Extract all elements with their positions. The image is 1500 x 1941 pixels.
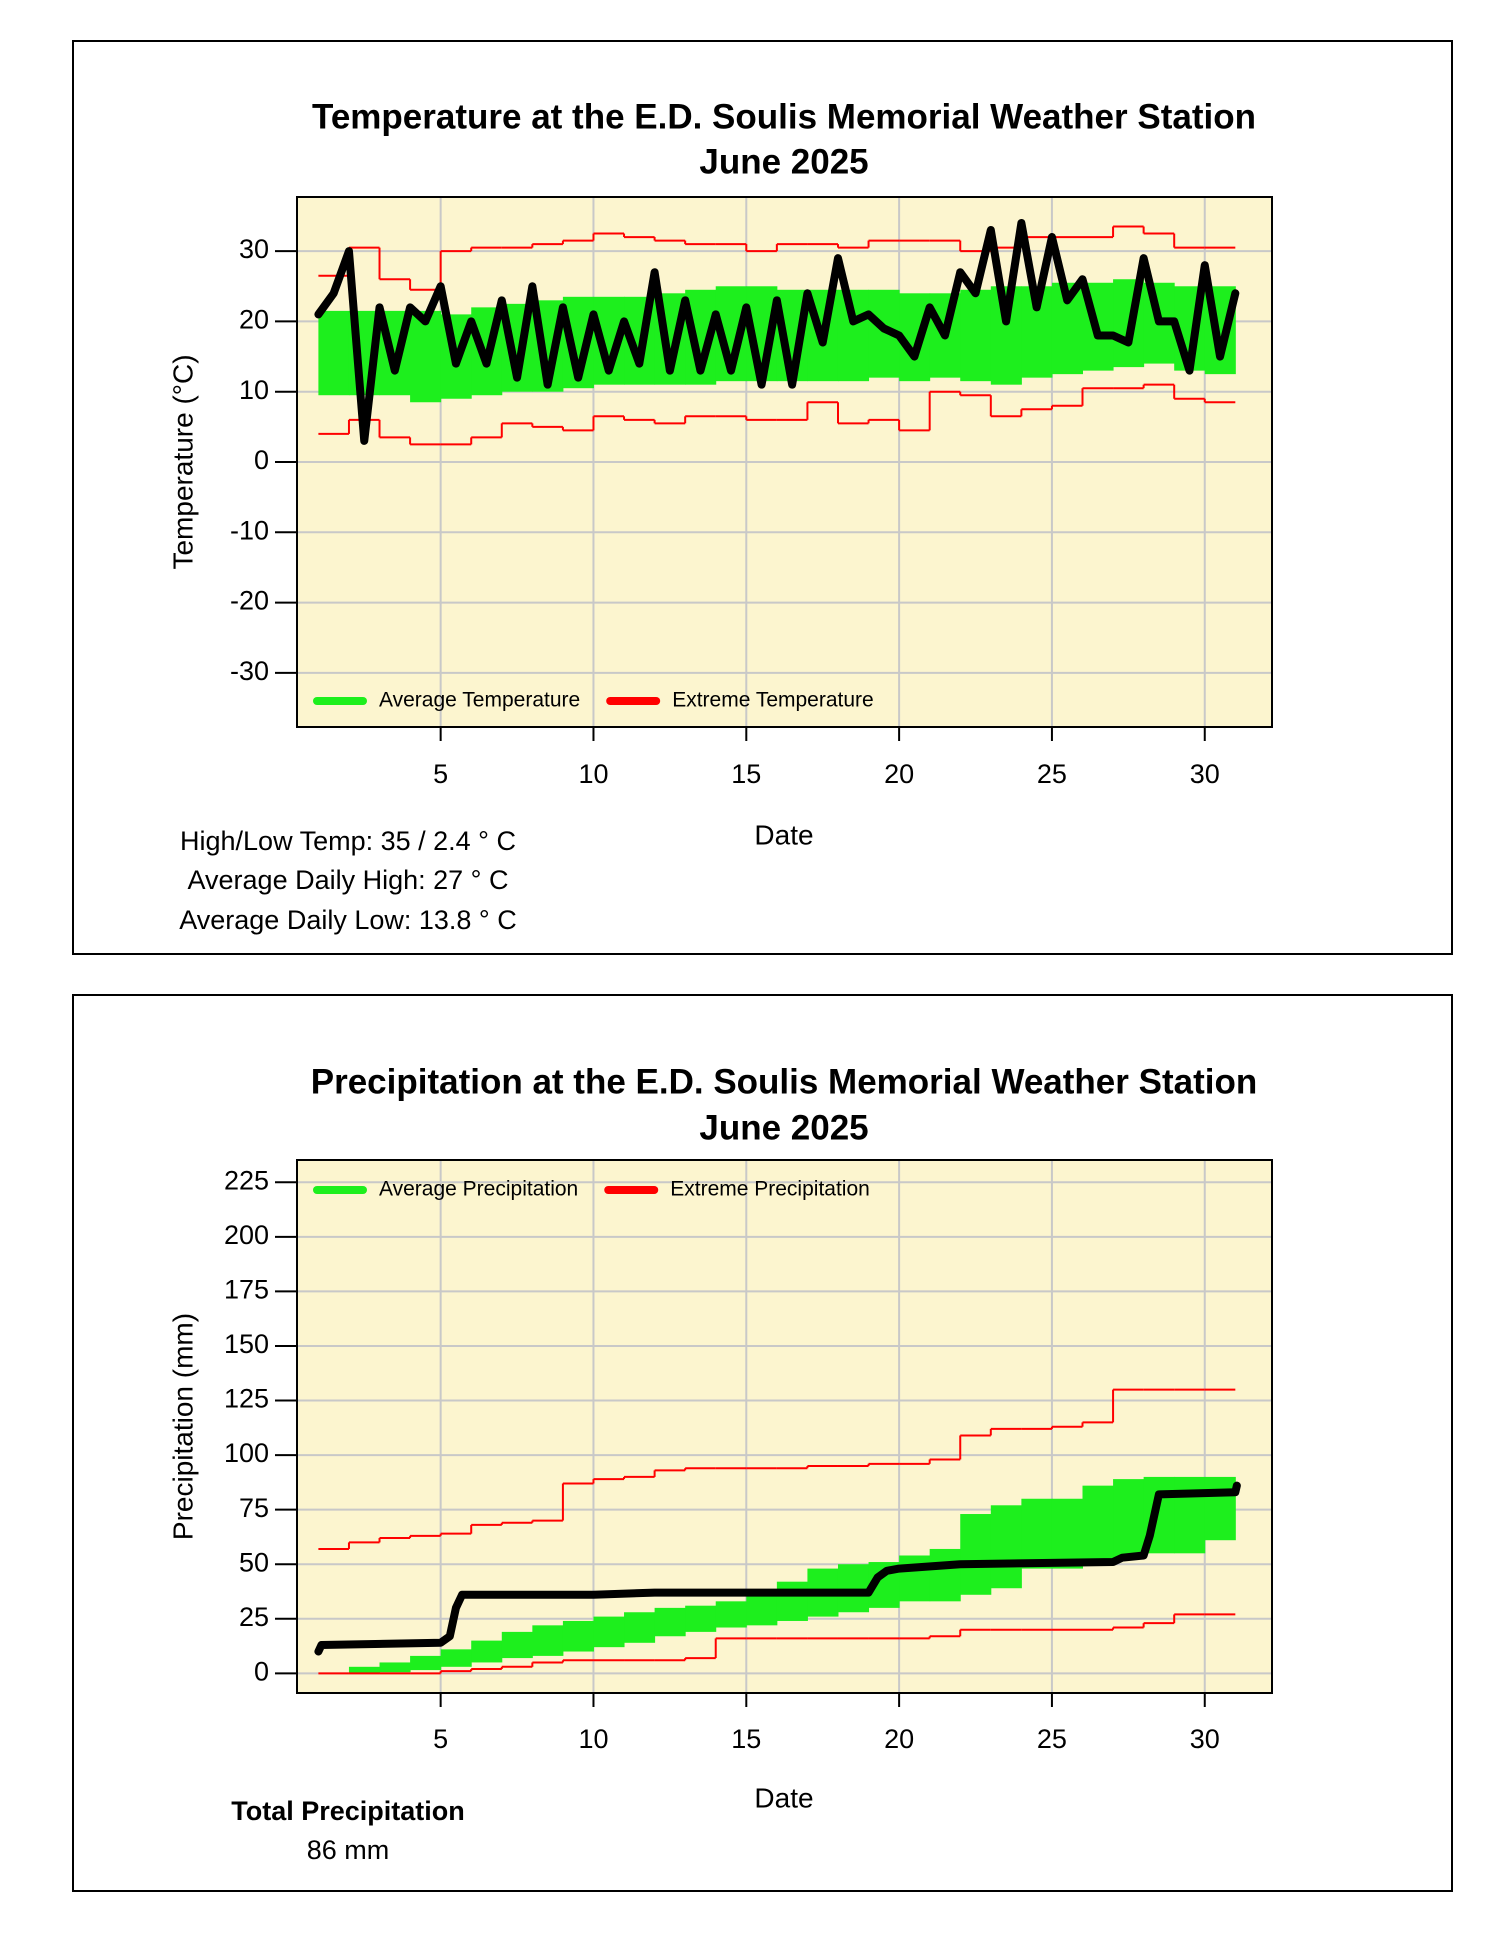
- x-tick-label: 15: [731, 759, 761, 789]
- band-segment: [532, 1625, 564, 1656]
- chart-subtitle: June 2025: [699, 142, 868, 181]
- data-line: [314, 219, 1240, 445]
- band-segment: [410, 1655, 442, 1671]
- plot-border: [296, 196, 1273, 728]
- chart-title: Temperature at the E.D. Soulis Memorial …: [312, 97, 1256, 136]
- y-tick-label: 30: [239, 234, 269, 264]
- band-segment: [1051, 1498, 1084, 1569]
- y-tick-label: 10: [239, 375, 269, 405]
- band-segment: [837, 289, 870, 382]
- band-segment: [776, 1581, 808, 1621]
- x-tick-label: 30: [1190, 1724, 1220, 1754]
- band-segment: [654, 1607, 686, 1637]
- y-tick-label: -30: [230, 656, 269, 686]
- band-segment: [929, 1548, 961, 1602]
- band-segment: [410, 310, 442, 403]
- chart-title: Precipitation at the E.D. Soulis Memoria…: [311, 1062, 1257, 1101]
- plot-content: [297, 1160, 1272, 1693]
- x-tick-label: 30: [1190, 759, 1220, 789]
- band-segment: [440, 1649, 472, 1667]
- chart-subtitle: June 2025: [699, 1108, 868, 1147]
- note: 86 mm: [307, 1835, 390, 1865]
- y-tick-label: 0: [254, 1656, 269, 1686]
- band-segment: [837, 1564, 870, 1613]
- legend-label: Average Precipitation: [379, 1178, 578, 1201]
- x-tick-label: 20: [884, 1724, 914, 1754]
- band-segment: [348, 1666, 381, 1674]
- note-title: Total Precipitation: [231, 1796, 465, 1826]
- band-segment: [318, 310, 350, 396]
- note: Average Daily High: 27 ° C: [188, 865, 509, 895]
- band-segment: [960, 1514, 992, 1595]
- legend-label: Average Temperature: [379, 689, 580, 712]
- y-tick-label: 225: [224, 1165, 269, 1195]
- plot-content: [297, 197, 1272, 727]
- note: Average Daily Low: 13.8 ° C: [179, 905, 516, 935]
- band-segment: [1204, 1476, 1236, 1541]
- x-tick-label: 5: [433, 759, 448, 789]
- band-segment: [990, 1505, 1022, 1589]
- band-segment: [379, 1662, 411, 1673]
- band-segment: [746, 1594, 778, 1626]
- y-tick-label: 175: [224, 1275, 269, 1305]
- y-tick-label: 200: [224, 1220, 269, 1250]
- band-segment: [1082, 1485, 1114, 1563]
- y-tick-label: 50: [239, 1547, 269, 1577]
- band-segment: [715, 1601, 747, 1628]
- x-tick-label: 20: [884, 759, 914, 789]
- band-segment: [471, 1640, 503, 1663]
- band-segment: [685, 1605, 717, 1632]
- x-tick-label: 15: [731, 1724, 761, 1754]
- y-tick-label: -10: [230, 515, 269, 545]
- note: High/Low Temp: 35 / 2.4 ° C: [180, 826, 516, 856]
- x-tick-label: 25: [1037, 759, 1067, 789]
- y-tick-label: 20: [239, 305, 269, 335]
- legend-label: Extreme Precipitation: [670, 1178, 870, 1201]
- y-axis-label: Precipitation (mm): [167, 1313, 198, 1540]
- x-axis-label: Date: [754, 819, 813, 850]
- x-tick-label: 5: [433, 1724, 448, 1754]
- y-tick-label: 0: [254, 445, 269, 475]
- y-tick-label: 75: [239, 1493, 269, 1523]
- band-segment: [1021, 1498, 1053, 1569]
- band-segment: [899, 1555, 931, 1602]
- x-tick-label: 10: [578, 1724, 608, 1754]
- legend-label: Extreme Temperature: [672, 689, 874, 712]
- y-tick-label: 100: [224, 1438, 269, 1468]
- band-segment: [593, 1616, 625, 1648]
- band-segment: [960, 289, 992, 382]
- x-tick-label: 25: [1037, 1724, 1067, 1754]
- y-tick-label: 125: [224, 1384, 269, 1414]
- y-tick-label: -20: [230, 586, 269, 616]
- plot-border: [296, 1159, 1273, 1694]
- x-tick-label: 10: [578, 759, 608, 789]
- y-tick-label: 25: [239, 1602, 269, 1632]
- band-segment: [501, 1631, 533, 1659]
- band-segment: [624, 1612, 656, 1643]
- data-line: [314, 1481, 1241, 1656]
- band-segment: [1174, 1476, 1206, 1554]
- y-tick-label: 150: [224, 1329, 269, 1359]
- band-segment: [1113, 1479, 1145, 1558]
- y-axis-label: Temperature (°C): [167, 354, 198, 569]
- band-segment: [562, 1620, 594, 1652]
- x-axis-label: Date: [754, 1782, 813, 1813]
